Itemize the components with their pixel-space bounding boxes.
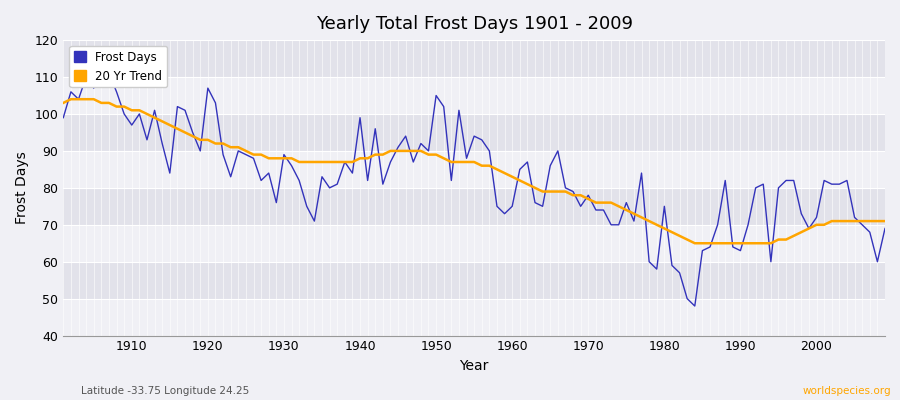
Title: Yearly Total Frost Days 1901 - 2009: Yearly Total Frost Days 1901 - 2009 — [316, 15, 633, 33]
Y-axis label: Frost Days: Frost Days — [15, 152, 29, 224]
Bar — [63, 262, 885, 299]
Text: Latitude -33.75 Longitude 24.25: Latitude -33.75 Longitude 24.25 — [81, 386, 249, 396]
Bar — [63, 151, 885, 188]
Bar — [63, 114, 885, 151]
Text: worldspecies.org: worldspecies.org — [803, 386, 891, 396]
Bar — [63, 77, 885, 114]
Legend: Frost Days, 20 Yr Trend: Frost Days, 20 Yr Trend — [69, 46, 166, 87]
Bar — [63, 188, 885, 225]
Bar — [63, 299, 885, 336]
X-axis label: Year: Year — [460, 359, 489, 373]
Bar — [63, 40, 885, 77]
Bar — [63, 225, 885, 262]
